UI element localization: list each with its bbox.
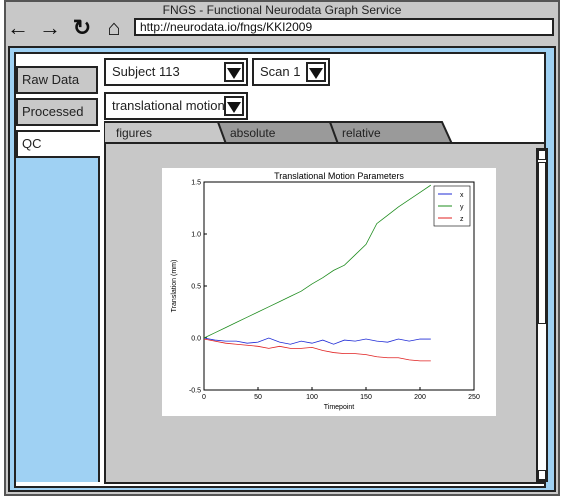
app-window: FNGS - Functional Neurodata Graph Servic…	[4, 0, 560, 496]
chevron-down-icon[interactable]	[224, 62, 244, 82]
scroll-up-icon[interactable]	[538, 150, 546, 160]
legend-label-x: x	[460, 192, 464, 199]
x-tick-label: 100	[306, 394, 318, 401]
legend-label-z: z	[460, 216, 464, 223]
tab-relative[interactable]: relative	[342, 126, 381, 140]
chart-svg: Translational Motion Parameters 0 50 100 150…	[171, 171, 480, 411]
scan-select[interactable]: Scan 1	[252, 58, 330, 86]
figure-panel: Translational Motion Parameters 0 50 100 150…	[104, 142, 548, 484]
reload-icon[interactable]: ↻	[72, 15, 92, 40]
subject-select-value: Subject 113	[112, 64, 180, 79]
back-arrow-icon[interactable]: ←	[7, 15, 29, 40]
scroll-down-icon[interactable]	[538, 470, 546, 480]
y-tick-label: 1.5	[191, 180, 201, 187]
home-icon[interactable]: ⌂	[107, 15, 121, 40]
x-tick-label: 250	[468, 394, 480, 401]
scrollbar[interactable]	[536, 148, 548, 482]
main-panel: Raw Data Processed QC Subject 113 Scan 1…	[14, 52, 548, 488]
motion-plot: Translational Motion Parameters 0 50 100 150…	[162, 168, 496, 416]
window-title: FNGS - Functional Neurodata Graph Servic…	[162, 3, 402, 17]
y-tick-label: 0.0	[191, 336, 201, 343]
metric-select-value: translational motion	[112, 98, 225, 113]
x-axis-label: Timepoint	[324, 404, 355, 411]
series-line-y	[203, 184, 432, 339]
series-line-z	[203, 338, 431, 362]
subject-select[interactable]: Subject 113	[104, 58, 248, 86]
scan-select-value: Scan 1	[260, 64, 301, 79]
legend-label-y: y	[460, 204, 464, 211]
content-area: Raw Data Processed QC Subject 113 Scan 1…	[8, 46, 556, 492]
x-tick-label: 0	[202, 394, 206, 401]
y-tick-label: 1.0	[191, 232, 201, 239]
sidebar-background	[16, 158, 100, 482]
series-line-x	[203, 337, 431, 345]
forward-arrow-icon[interactable]: →	[39, 15, 61, 40]
x-tick-label: 150	[360, 394, 372, 401]
y-axis-label: Translation (mm)	[171, 260, 178, 313]
scrollbar-thumb[interactable]	[538, 162, 546, 324]
plot-frame	[203, 181, 475, 391]
x-tick-label: 200	[414, 394, 426, 401]
chevron-down-icon[interactable]	[306, 62, 326, 82]
y-tick-label: 0.5	[191, 284, 201, 291]
url-bar[interactable]: http://neurodata.io/fngs/KKI2009	[134, 18, 554, 36]
sidebar-item-qc[interactable]: QC	[16, 130, 100, 158]
tab-absolute[interactable]: absolute	[230, 126, 276, 140]
sidebar-item-processed[interactable]: Processed	[16, 98, 98, 126]
chevron-down-icon[interactable]	[224, 96, 244, 116]
tab-figures[interactable]: figures	[116, 126, 153, 140]
chart-title: Translational Motion Parameters	[274, 171, 404, 181]
metric-select[interactable]: translational motion	[104, 92, 248, 120]
sidebar-item-raw-data[interactable]: Raw Data	[16, 66, 98, 94]
x-tick-label: 50	[254, 394, 262, 401]
y-tick-label: -0.5	[189, 388, 201, 395]
